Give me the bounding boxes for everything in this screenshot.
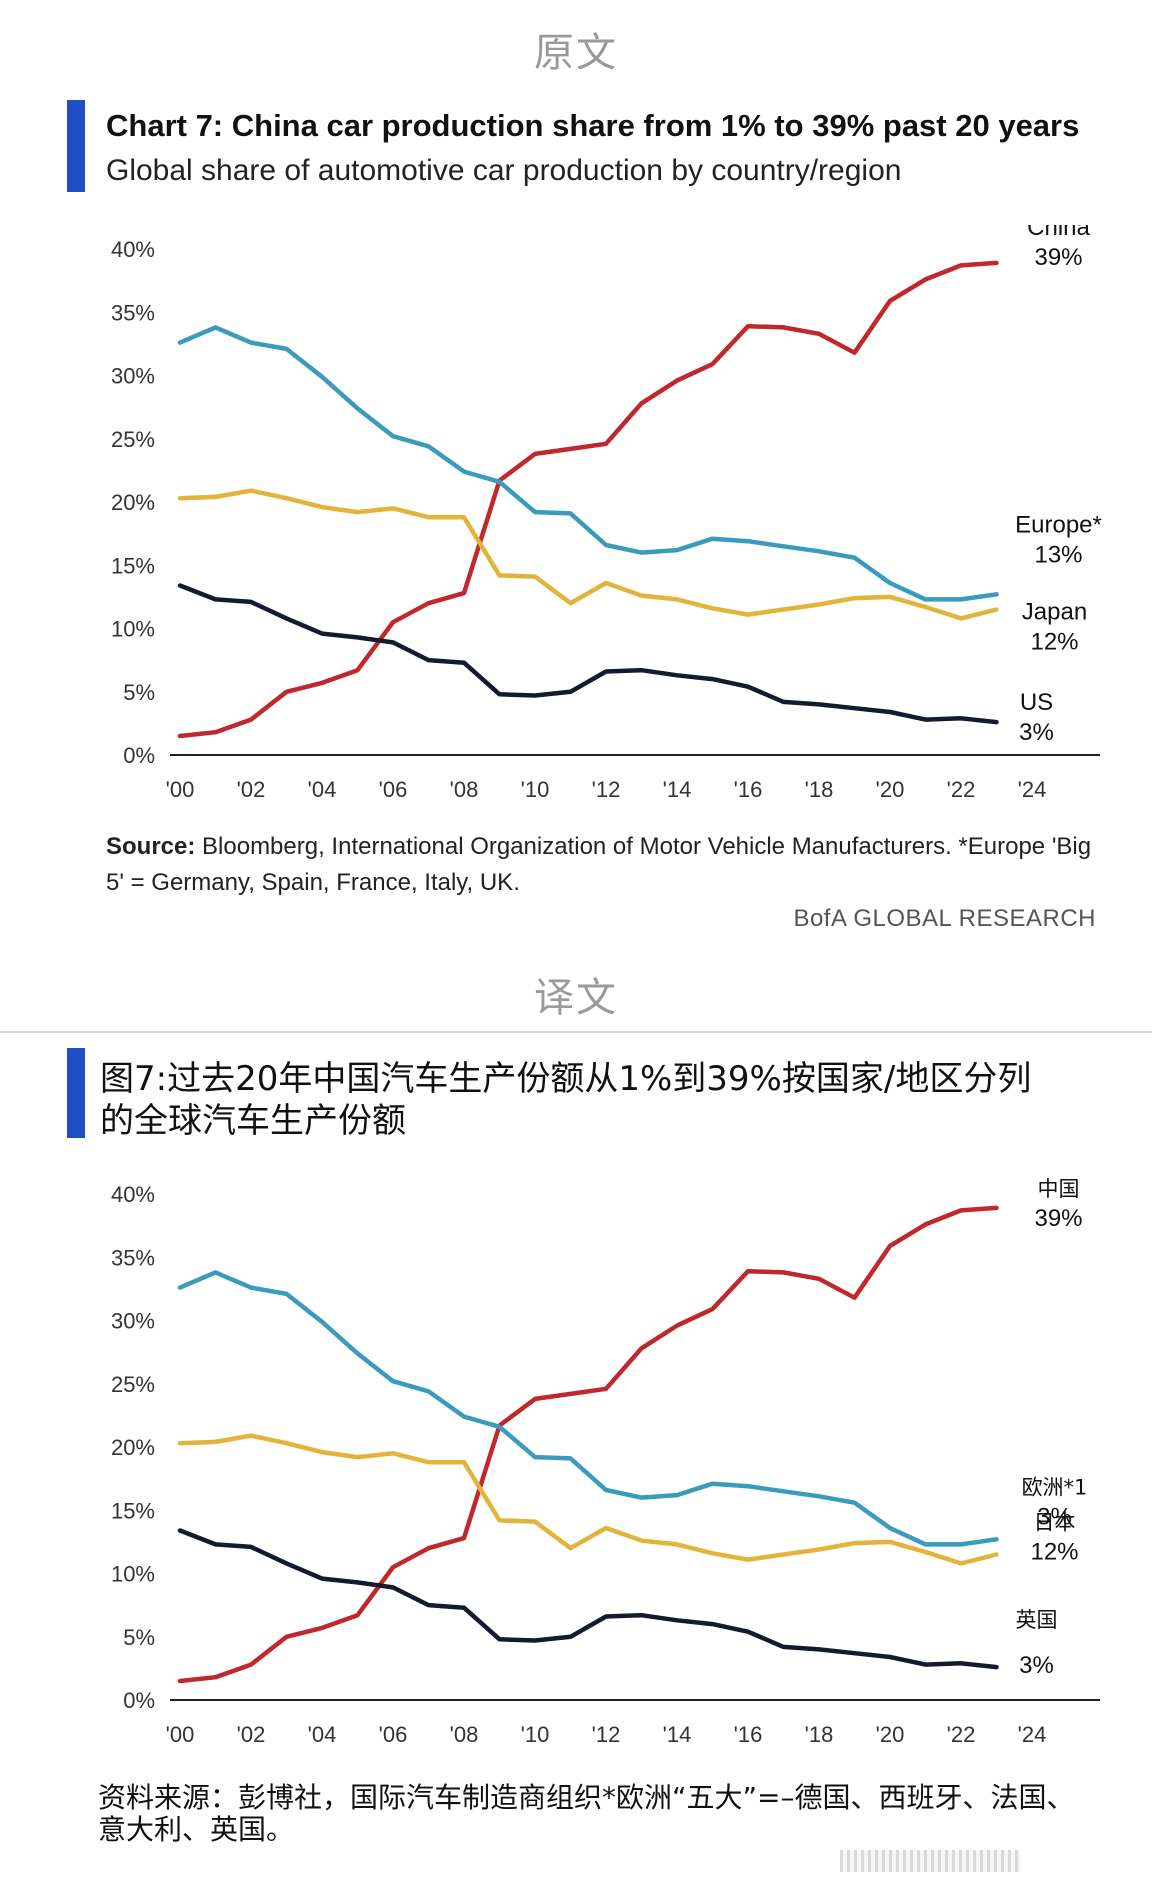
chart-title: Chart 7: China car production share from… (106, 108, 1080, 143)
x-tick-label: '16 (734, 777, 763, 802)
section-divider (0, 1031, 1152, 1033)
chart-original-svg: 0% 5% 10% 15% 20% 25% 30% 35% 40% '00 '02 '04 '06 '08… (111, 225, 1102, 802)
chart-translation: 0% 5% 10% 15% 20% 25% 30% 35% 40% '00 '02 '04 '06 '08… (0, 1170, 1152, 1760)
series-line-3 (177, 1528, 999, 1670)
y-tick-label: 30% (111, 364, 155, 389)
title-accent-bar (67, 100, 85, 192)
chart-translation-svg: 0% 5% 10% 15% 20% 25% 30% 35% 40% '00 '02 '04 '06 '08… (111, 1177, 1100, 1747)
series-name-label: Europe* (1015, 511, 1102, 538)
series-name-label: US (1020, 689, 1053, 716)
y-tick-label: 10% (111, 617, 155, 642)
x-tick-label: '02 (237, 1722, 266, 1747)
source-note: Source: Bloomberg, International Organiz… (106, 829, 1096, 901)
series-end-value-label: 3% (1019, 719, 1054, 746)
source-prefix: Source: (106, 833, 196, 860)
series-end-value-label: 12% (1030, 1539, 1078, 1566)
series-name-label: Japan (1022, 599, 1087, 626)
y-tick-label: 40% (111, 237, 155, 262)
series-end-value-label: 39% (1034, 1205, 1082, 1232)
source-text: Bloomberg, International Organization of… (106, 833, 1092, 896)
chart-original: 0% 5% 10% 15% 20% 25% 30% 35% 40% '00 '02 '04 '06 '08… (0, 225, 1152, 825)
chart-title-zh: 图7:过去20年中国汽车生产份额从1%到39%按国家/地区分列的全球汽车生产份额 (100, 1059, 1032, 1141)
series-end-value-label: 3% (1019, 1652, 1054, 1679)
title-accent-bar-zh (67, 1048, 85, 1138)
series-line-1 (177, 325, 999, 602)
watermark (840, 1850, 1020, 1872)
x-tick-label: '10 (521, 1722, 550, 1747)
y-tick-label: 15% (111, 553, 155, 578)
y-tick-label: 25% (111, 1372, 155, 1397)
x-tick-label: '06 (379, 777, 408, 802)
y-tick-label: 25% (111, 427, 155, 452)
x-tick-label: '08 (450, 1722, 479, 1747)
series-end-value-label: 13% (1034, 541, 1082, 568)
series-end-value-label: 39% (1034, 244, 1082, 271)
x-tick-label: '04 (308, 1722, 337, 1747)
y-tick-label: 5% (123, 1625, 155, 1650)
series-name-label: China (1027, 225, 1090, 241)
x-tick-label: '06 (379, 1722, 408, 1747)
original-label: 原文 (534, 30, 618, 76)
y-tick-label: 35% (111, 1245, 155, 1270)
series-line-2 (177, 1433, 999, 1566)
series-name-label: 英国 (1016, 1608, 1058, 1632)
x-tick-label: '08 (450, 777, 479, 802)
y-tick-label: 20% (111, 1435, 155, 1460)
x-tick-label: '14 (663, 777, 692, 802)
x-tick-label: '18 (805, 777, 834, 802)
series-line-2 (177, 488, 999, 621)
x-tick-label: '00 (166, 777, 195, 802)
series-end-value-label: 12% (1030, 629, 1078, 656)
series-line-0 (177, 260, 999, 739)
x-tick-label: '20 (876, 777, 905, 802)
y-tick-label: 15% (111, 1498, 155, 1523)
y-tick-label: 0% (123, 1688, 155, 1713)
series-end-value-label: 3% (1037, 1503, 1072, 1530)
chart-subtitle: Global share of automotive car productio… (106, 154, 902, 187)
y-tick-label: 5% (123, 680, 155, 705)
x-tick-label: '02 (237, 777, 266, 802)
x-tick-label: '04 (308, 777, 337, 802)
y-tick-label: 40% (111, 1182, 155, 1207)
y-tick-label: 30% (111, 1309, 155, 1334)
y-tick-label: 35% (111, 300, 155, 325)
source-note-zh: 资料来源：彭博社，国际汽车制造商组织*欧洲“五大”=–德国、西班牙、法国、意大利… (98, 1781, 1075, 1846)
y-tick-label: 20% (111, 490, 155, 515)
x-tick-label: '18 (805, 1722, 834, 1747)
x-tick-label: '24 (1018, 777, 1047, 802)
x-tick-label: '12 (592, 777, 621, 802)
x-tick-label: '00 (166, 1722, 195, 1747)
series-name-label: 中国 (1038, 1177, 1080, 1201)
x-tick-label: '22 (947, 777, 976, 802)
brand-label: BofA GLOBAL RESEARCH (793, 905, 1096, 932)
x-tick-label: '14 (663, 1722, 692, 1747)
x-tick-label: '12 (592, 1722, 621, 1747)
x-tick-label: '24 (1018, 1722, 1047, 1747)
x-tick-label: '22 (947, 1722, 976, 1747)
series-line-0 (177, 1205, 999, 1684)
y-tick-label: 10% (111, 1562, 155, 1587)
series-name-label: 日本 (1034, 1511, 1076, 1535)
y-tick-label: 0% (123, 743, 155, 768)
x-tick-label: '16 (734, 1722, 763, 1747)
series-line-3 (177, 583, 999, 725)
series-name-label: 欧洲*1 (1022, 1475, 1088, 1499)
x-tick-label: '10 (521, 777, 550, 802)
series-line-1 (177, 1270, 999, 1547)
translation-label: 译文 (534, 975, 618, 1021)
x-tick-label: '20 (876, 1722, 905, 1747)
